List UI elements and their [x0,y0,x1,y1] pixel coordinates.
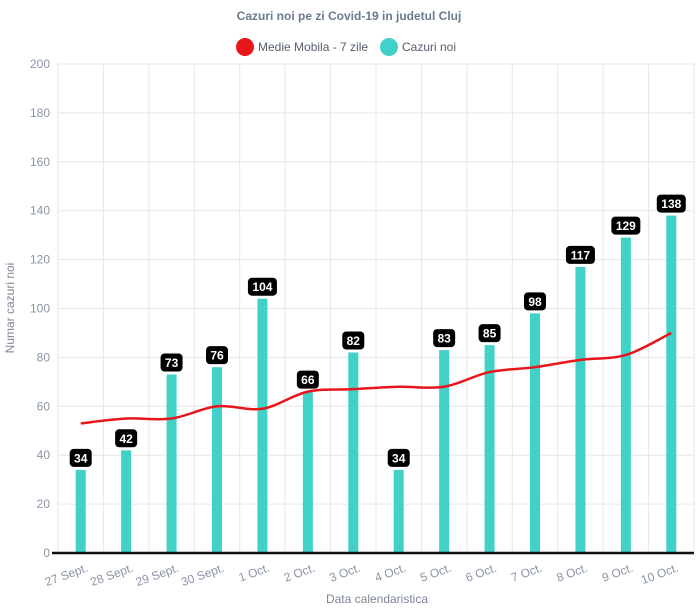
data-label-bg [565,245,595,264]
bar-9-oct[interactable] [620,237,631,553]
data-label: 76 [206,346,228,365]
data-label-text: 76 [210,349,224,363]
data-label-text: 85 [483,327,497,341]
data-label: 34 [69,448,92,467]
data-label-text: 73 [165,356,179,370]
y-tick-label: 140 [30,204,50,218]
y-tick-label: 180 [30,106,50,120]
data-label: 129 [611,216,641,235]
legend-label-new-cases: Cazuri noi [402,40,456,54]
y-axis: 0 20 40 60 80 100 120 140 160 180 200 [30,57,50,560]
legend-label-moving-average: Medie Mobila - 7 zile [258,40,368,54]
x-axis-title: Data calendaristica [326,592,428,606]
bar-29-sept[interactable] [166,374,177,553]
data-label: 104 [247,277,277,296]
bar-5-oct[interactable] [439,350,450,553]
x-tick-label: 5 Oct. [418,561,453,585]
data-label: 82 [342,331,365,350]
bar-30-sept[interactable] [212,367,222,553]
x-tick-label: 8 Oct. [555,561,590,585]
x-tick-label: 27 Sept. [43,561,90,589]
legend-item-new-cases[interactable]: Cazuri noi [380,38,456,56]
x-tick-label: 9 Oct. [600,561,635,585]
bar-3-oct[interactable] [348,352,359,553]
y-tick-label: 20 [37,497,51,511]
data-label-text: 83 [437,332,451,346]
chart-title: Cazuri noi pe zi Covid-19 in judetul Clu… [237,9,462,23]
data-label-bg [387,448,410,467]
data-label-text: 66 [301,373,315,387]
data-label-bg [478,324,501,343]
data-labels: 34 42 73 76 104 66 82 34 83 85 98 117 129 138 [69,194,686,467]
bar-2-oct[interactable] [302,391,313,553]
data-label-bg [611,216,641,235]
y-tick-label: 80 [37,350,51,364]
data-label: 42 [115,429,138,448]
x-tick-label: 30 Sept. [179,561,226,589]
data-label: 98 [524,292,546,311]
data-label: 117 [565,245,595,264]
x-tick-label: 29 Sept. [134,561,181,589]
data-label: 138 [656,194,686,213]
bar-8-oct[interactable] [575,266,586,553]
data-label-text: 34 [74,451,88,465]
legend-item-moving-average[interactable]: Medie Mobila - 7 zile [236,38,368,56]
data-label-bg [342,331,365,350]
bar-7-oct[interactable] [530,313,540,553]
data-label-text: 129 [616,219,636,233]
data-label-bg [524,292,546,311]
data-label-text: 34 [392,451,406,465]
data-label-bg [247,277,277,296]
data-label: 34 [387,448,410,467]
y-tick-label: 120 [30,253,50,267]
y-tick-label: 100 [30,302,50,316]
data-label-bg [115,429,138,448]
data-label-bg [160,353,183,372]
legend: Medie Mobila - 7 zile Cazuri noi [236,38,456,56]
grid [57,63,695,553]
data-label-text: 98 [528,295,542,309]
legend-swatch-moving-average [236,38,254,56]
x-tick-label: 6 Oct. [464,561,499,585]
data-label-bg [656,194,686,213]
data-label: 83 [433,329,456,348]
y-tick-label: 40 [37,448,51,462]
data-label-text: 117 [571,248,591,262]
x-tick-label: 28 Sept. [88,561,135,589]
data-label: 85 [478,324,501,343]
bar-10-oct[interactable] [666,215,677,553]
data-label: 66 [296,370,319,389]
bar-27-sept[interactable] [75,469,86,553]
x-tick-label: 2 Oct. [282,561,317,585]
data-label: 73 [160,353,183,372]
data-label-text: 138 [661,197,681,211]
bar-1-oct[interactable] [257,298,268,553]
y-tick-label: 60 [37,399,51,413]
data-label-bg [69,448,92,467]
data-label-text: 104 [252,280,272,294]
bar-4-oct[interactable] [393,469,404,553]
moving-average-line[interactable] [80,331,672,425]
y-axis-title: Numar cazuri noi [3,263,17,354]
x-tick-label: 1 Oct. [237,561,272,585]
data-label-bg [296,370,319,389]
data-label-bg [433,329,456,348]
y-tick-label: 160 [30,155,50,169]
bar-6-oct[interactable] [484,345,495,553]
y-tick-label: 0 [43,546,50,560]
y-tick-label: 200 [30,57,50,71]
x-axis: 27 Sept.28 Sept.29 Sept.30 Sept. 1 Oct. 2 … [43,551,694,589]
data-label-bg [206,346,228,365]
x-tick-label: 10 Oct. [639,561,680,587]
x-tick-label: 7 Oct. [509,561,544,585]
data-label-text: 82 [347,334,361,348]
bar-series [75,215,677,553]
data-label-text: 42 [119,432,133,446]
line-series [80,331,672,425]
x-tick-label: 3 Oct. [327,561,362,585]
bar-28-sept[interactable] [121,450,132,553]
x-tick-label: 4 Oct. [373,561,408,585]
legend-swatch-new-cases [380,38,398,56]
